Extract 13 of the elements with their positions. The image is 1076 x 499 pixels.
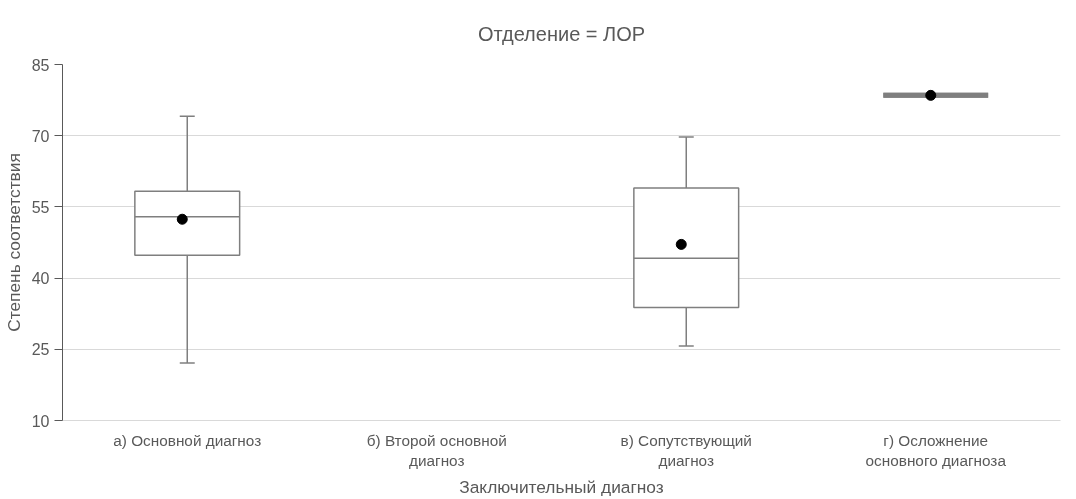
x-tick-label: б) Второй основной диагноз: [366, 431, 507, 469]
y-tick-label: 25: [31, 341, 50, 359]
y-axis-title: Степень соответствия: [3, 153, 24, 332]
y-tick-label: 70: [31, 127, 50, 145]
x-tick-label: а) Основной диагноз: [113, 431, 262, 449]
y-tick-label: 85: [31, 56, 50, 74]
x-tick-label: в) Сопутствующий диагноз: [620, 431, 752, 469]
y-tick-label: 40: [31, 270, 50, 288]
x-tick-label: г) Осложнение основного диагноза: [865, 431, 1007, 469]
y-tick-label: 10: [31, 412, 50, 430]
chart-title: Отделение = ЛОР: [477, 22, 646, 45]
x-axis-title: Заключительный диагноз: [459, 476, 664, 497]
y-tick-label: 55: [31, 198, 50, 216]
